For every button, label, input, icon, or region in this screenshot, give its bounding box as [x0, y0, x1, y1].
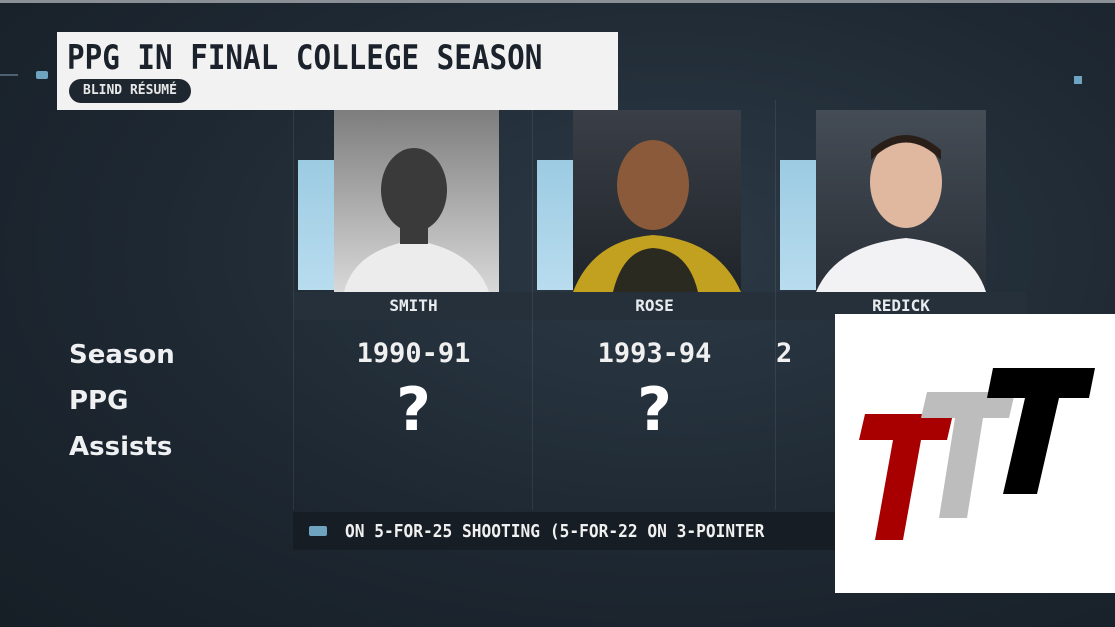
- player-season: 1990-91: [356, 338, 471, 369]
- ppg-hidden-value: ?: [637, 375, 672, 445]
- player-photo: [573, 110, 741, 292]
- decor-square: [1074, 76, 1082, 84]
- player-photo: [816, 110, 986, 292]
- player-photo: [334, 110, 499, 292]
- ticker-bar: ON 5-FOR-25 SHOOTING (5-FOR-22 ON 3-POIN…: [293, 512, 853, 550]
- arrow-marker-icon: [36, 71, 48, 79]
- player-column-redick: REDICK 2: [775, 100, 1026, 510]
- row-label-ppg: PPG: [69, 386, 129, 416]
- player-name: SMITH: [294, 292, 533, 320]
- decor-line: [0, 74, 18, 76]
- page-title: PPG IN FINAL COLLEGE SEASON: [67, 38, 543, 78]
- top-border: [0, 0, 1115, 3]
- accent-bar: [298, 160, 334, 290]
- player-season: 2: [776, 338, 793, 369]
- watermark-logo: [835, 314, 1115, 593]
- ppg-hidden-value: ?: [396, 375, 431, 445]
- accent-bar: [537, 160, 573, 290]
- accent-bar: [780, 160, 816, 290]
- ttt-logo-icon: [859, 368, 1095, 540]
- subtitle-badge: BLIND RÉSUMÉ: [69, 79, 191, 103]
- ticker-text: ON 5-FOR-25 SHOOTING (5-FOR-22 ON 3-POIN…: [345, 521, 765, 542]
- arrow-marker-icon: [309, 526, 327, 536]
- row-label-assists: Assists: [69, 432, 173, 462]
- row-label-season: Season: [69, 340, 175, 370]
- player-column-smith: SMITH 1990-91 ?: [293, 100, 533, 510]
- player-column-rose: ROSE 1993-94 ?: [532, 100, 776, 510]
- player-name: ROSE: [533, 292, 776, 320]
- player-season: 1993-94: [597, 338, 712, 369]
- title-card: PPG IN FINAL COLLEGE SEASON BLIND RÉSUMÉ: [57, 32, 618, 110]
